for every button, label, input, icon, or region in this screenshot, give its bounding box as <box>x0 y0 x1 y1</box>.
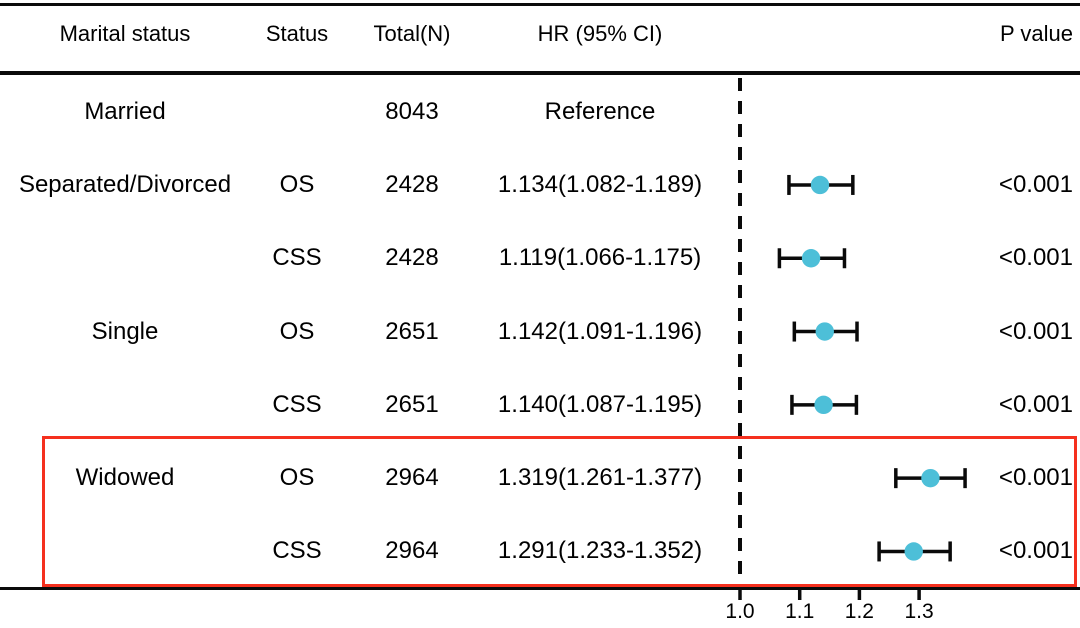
header-rule <box>0 71 1080 75</box>
p-value: <0.001 <box>998 537 1073 565</box>
status-value: OS <box>279 464 315 492</box>
point-marker <box>801 249 821 268</box>
bottom-axis-rule <box>0 587 1080 590</box>
point-marker <box>814 395 833 415</box>
hr-ci-value: 1.319(1.261-1.377) <box>497 464 703 492</box>
p-value: <0.001 <box>998 170 1073 198</box>
point-marker <box>815 322 834 341</box>
column-header-marital-status: Marital status <box>59 21 191 46</box>
hr-ci-value: 1.142(1.091-1.196) <box>497 317 703 345</box>
status-value: CSS <box>272 390 322 418</box>
point-marker <box>921 468 940 488</box>
column-header-p-value: P value <box>1000 21 1073 46</box>
total-n-value: 2651 <box>385 317 439 345</box>
marital-status-value: Single <box>91 317 159 345</box>
status-value: OS <box>279 317 315 345</box>
axis-tick-label: 1.1 <box>785 600 815 623</box>
total-n-value: 2964 <box>385 537 439 565</box>
p-value: <0.001 <box>998 317 1073 345</box>
column-header-status: Status <box>265 21 329 46</box>
point-marker <box>904 542 923 561</box>
p-value: <0.001 <box>998 390 1073 418</box>
marital-status-value: Widowed <box>75 464 175 492</box>
axis-tick-label: 1.0 <box>725 600 755 623</box>
top-rule <box>0 3 1080 6</box>
status-value: CSS <box>272 537 322 565</box>
column-header-total-n: Total(N) <box>373 21 451 46</box>
total-n-value: 2651 <box>385 390 439 418</box>
hr-ci-value: 1.140(1.087-1.195) <box>497 390 703 418</box>
highlight-box-widowed <box>42 436 1077 587</box>
hr-ci-value: Reference <box>544 97 656 125</box>
point-marker <box>810 175 830 195</box>
axis-tick-label: 1.2 <box>844 600 874 623</box>
p-value: <0.001 <box>998 464 1073 492</box>
hr-ci-value: 1.119(1.066-1.175) <box>498 244 702 272</box>
marital-status-value: Separated/Divorced <box>18 170 232 198</box>
p-value: <0.001 <box>998 244 1073 272</box>
column-header-hr-ci: HR (95% CI) <box>537 21 663 46</box>
total-n-value: 2428 <box>385 170 439 198</box>
axis-tick-label: 1.3 <box>904 600 934 623</box>
total-n-value: 2428 <box>385 244 439 272</box>
status-value: CSS <box>272 244 322 272</box>
total-n-value: 2964 <box>385 464 439 492</box>
status-value: OS <box>279 170 315 198</box>
hr-ci-value: 1.291(1.233-1.352) <box>497 537 703 565</box>
marital-status-value: Married <box>84 97 166 125</box>
hr-ci-value: 1.134(1.082-1.189) <box>497 170 703 198</box>
total-n-value: 8043 <box>385 97 439 125</box>
